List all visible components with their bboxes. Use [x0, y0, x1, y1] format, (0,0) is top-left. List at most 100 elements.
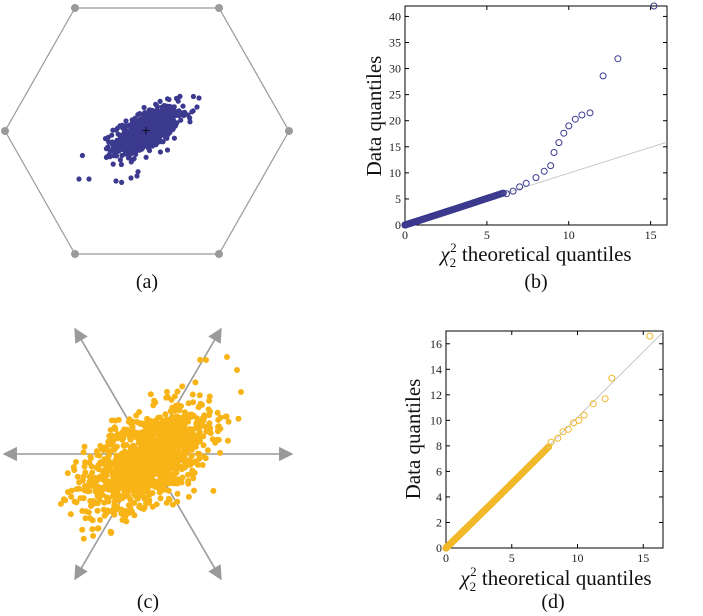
data-point — [136, 502, 143, 509]
y-tick-label: 8 — [436, 439, 442, 453]
data-point — [113, 443, 120, 450]
data-point — [171, 135, 177, 141]
data-point — [205, 406, 212, 413]
data-point — [127, 129, 133, 135]
data-point — [158, 125, 164, 132]
data-point — [575, 416, 583, 424]
data-point — [118, 161, 124, 168]
data-point — [57, 500, 64, 507]
data-point — [126, 479, 133, 486]
data-point — [178, 117, 184, 123]
data-point — [152, 456, 159, 463]
data-point — [238, 389, 244, 395]
data-point — [105, 144, 111, 150]
data-point — [134, 473, 141, 480]
data-point — [177, 449, 184, 456]
data-point — [185, 440, 192, 447]
data-point — [132, 134, 138, 140]
data-point — [65, 489, 71, 495]
data-point — [580, 411, 588, 419]
data-point — [192, 379, 199, 386]
data-point — [178, 463, 185, 470]
data-point — [214, 436, 221, 443]
data-point — [82, 515, 89, 522]
data-point — [97, 442, 104, 449]
plot-b-ticks: 0 5 10 15 0 5 10 15 20 25 30 35 40 — [389, 6, 667, 242]
data-point — [206, 393, 213, 400]
data-point — [185, 112, 191, 118]
data-point — [106, 440, 113, 447]
data-point — [149, 135, 156, 141]
data-point — [170, 474, 177, 481]
x-tick-label: 0 — [402, 228, 408, 242]
data-point — [129, 508, 135, 515]
data-point — [140, 142, 146, 148]
data-point — [196, 392, 203, 399]
data-point — [135, 169, 141, 175]
data-point — [111, 424, 118, 431]
center-plus-mark: + — [141, 123, 150, 140]
data-point — [148, 128, 154, 134]
data-point — [116, 477, 123, 484]
data-point — [119, 179, 125, 185]
purple-point-cloud — [76, 93, 202, 185]
data-point — [161, 423, 167, 430]
data-point — [110, 161, 116, 167]
plot-d-xlabel-sup: 2 — [470, 564, 477, 579]
hexagon-vertex-dots — [1, 4, 293, 258]
data-point — [121, 147, 127, 153]
plot-d-xlabel: χ22 theoretical quantiles — [458, 564, 651, 594]
data-point — [102, 470, 109, 477]
data-point — [217, 414, 224, 421]
data-point — [154, 479, 161, 486]
data-point — [145, 459, 152, 466]
data-point — [119, 517, 126, 523]
data-point — [103, 154, 109, 160]
data-point — [111, 485, 118, 492]
data-point — [115, 416, 122, 423]
data-point — [224, 437, 231, 444]
data-point — [142, 436, 149, 443]
data-point — [214, 409, 221, 416]
data-point — [132, 124, 138, 130]
plot-d-ticks: 0 5 10 15 0 2 4 6 8 10 12 14 16 — [430, 331, 663, 565]
data-point — [164, 388, 170, 395]
data-point — [133, 412, 140, 419]
hexagon-vertex-dot — [215, 4, 223, 12]
data-point — [174, 388, 181, 395]
data-point — [139, 137, 145, 143]
data-point — [86, 176, 92, 182]
data-point — [125, 137, 132, 143]
data-point — [80, 535, 87, 542]
data-point — [222, 413, 229, 420]
data-point — [532, 174, 540, 182]
data-point — [206, 420, 213, 427]
data-point — [94, 500, 101, 507]
data-point — [555, 139, 563, 147]
plot-d-xlabel-rest: theoretical quantiles — [477, 566, 652, 590]
data-point — [148, 423, 155, 429]
data-point — [503, 190, 510, 198]
plot-b-xlabel: χ22 theoretical quantiles — [438, 240, 631, 270]
data-point — [94, 525, 101, 532]
caption-b: (b) — [524, 271, 547, 293]
plot-b-xlabel-chi: χ — [438, 242, 450, 266]
data-point — [117, 157, 123, 163]
data-point — [197, 422, 204, 429]
data-point — [185, 445, 192, 451]
data-point — [650, 2, 658, 10]
data-point — [83, 508, 90, 515]
data-point — [166, 496, 173, 503]
data-point — [123, 463, 129, 470]
data-point — [97, 517, 103, 523]
data-point — [547, 162, 555, 170]
data-point — [164, 103, 170, 109]
data-point — [164, 135, 170, 141]
data-point — [207, 425, 214, 432]
data-point — [88, 463, 95, 470]
data-point — [516, 183, 524, 191]
data-point — [157, 130, 163, 136]
plot-d-ylabel: Data quantiles — [401, 379, 425, 500]
y-tick-label: 35 — [389, 36, 401, 50]
plot-b-points — [401, 2, 658, 229]
